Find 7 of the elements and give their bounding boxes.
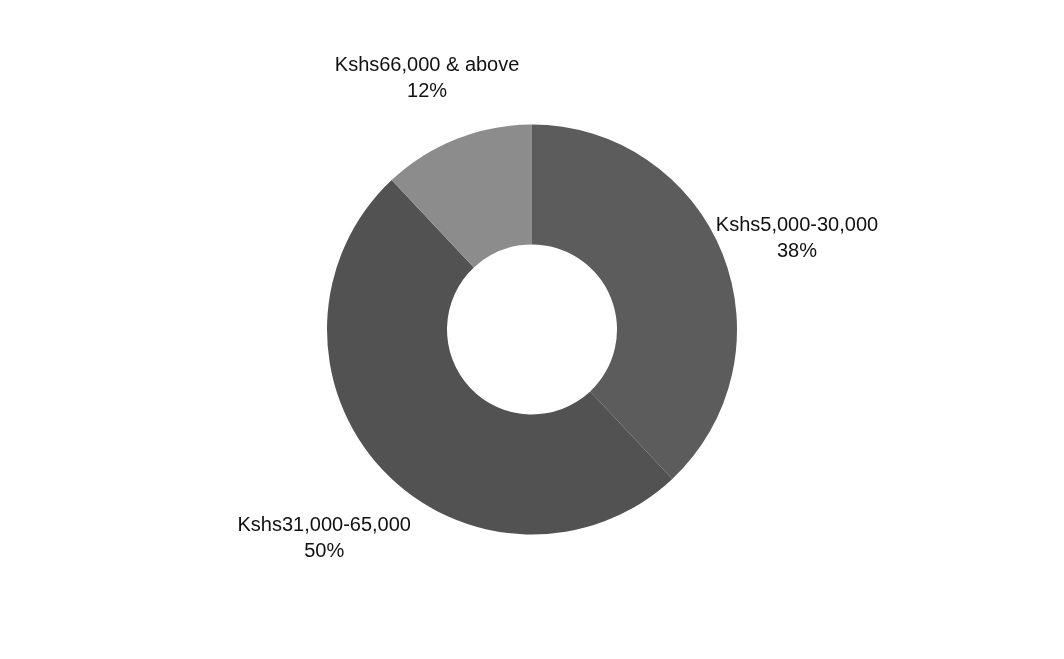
data-label: 50%	[304, 538, 345, 561]
slice-label: Kshs66,000 & above	[334, 52, 520, 75]
slice-label: Kshs31,000-65,000	[237, 512, 411, 535]
donut-slice	[391, 124, 532, 268]
slice-label: Kshs5,000-30,000	[715, 212, 879, 235]
data-label: 12%	[407, 78, 448, 101]
data-label: 38%	[776, 238, 818, 261]
